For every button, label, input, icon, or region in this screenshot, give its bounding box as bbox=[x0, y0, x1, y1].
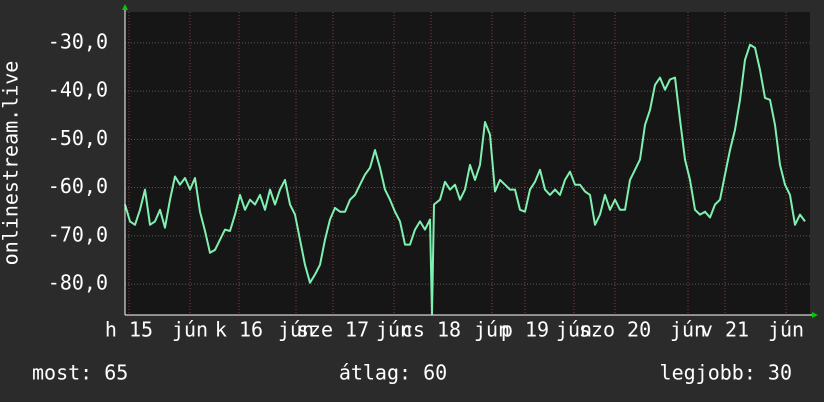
x-tick-label: jún bbox=[172, 318, 208, 342]
y-axis-arrow bbox=[122, 4, 128, 10]
y-tick-label: -30,0 bbox=[48, 29, 108, 53]
y-tick-label: -50,0 bbox=[48, 126, 108, 150]
x-tick-label: p 19 bbox=[501, 318, 549, 342]
y-axis-label: onlinestream.live bbox=[0, 61, 23, 266]
y-tick-label: -80,0 bbox=[48, 271, 108, 295]
summary-best: legjobb: 30 bbox=[660, 361, 792, 385]
x-tick-label: jún bbox=[768, 318, 804, 342]
x-tick-label: sze 17 bbox=[297, 318, 369, 342]
data-line bbox=[124, 43, 806, 315]
x-tick-label: jún bbox=[474, 318, 510, 342]
y-tick-label: -70,0 bbox=[48, 222, 108, 246]
plot-area bbox=[125, 12, 810, 315]
x-tick-label: jún bbox=[376, 318, 412, 342]
x-tick-label: v 21 bbox=[701, 318, 749, 342]
y-tick-label: -60,0 bbox=[48, 174, 108, 198]
x-tick-label: jún bbox=[278, 318, 314, 342]
x-tick-label: jún bbox=[556, 318, 592, 342]
summary-current: most: 65 bbox=[32, 361, 128, 385]
x-tick-label: jún bbox=[670, 318, 706, 342]
summary-average: átlag: 60 bbox=[339, 361, 447, 385]
x-axis-arrow bbox=[812, 312, 818, 318]
x-tick-label: k 16 bbox=[215, 318, 263, 342]
x-tick-label: szo 20 bbox=[579, 318, 651, 342]
x-tick-label: h 15 bbox=[105, 318, 153, 342]
x-tick-label: cs 18 bbox=[401, 318, 461, 342]
y-tick-label: -40,0 bbox=[48, 78, 108, 102]
